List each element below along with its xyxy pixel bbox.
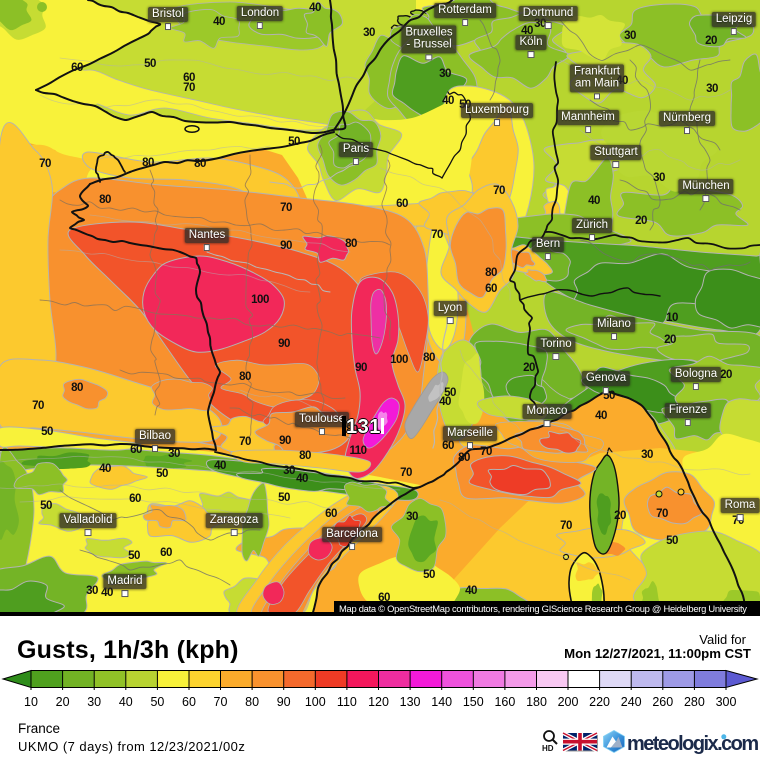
svg-text:20: 20 (56, 695, 70, 709)
svg-text:70: 70 (214, 695, 228, 709)
svg-text:180: 180 (526, 695, 547, 709)
svg-text:220: 220 (589, 695, 610, 709)
svg-text:200: 200 (558, 695, 579, 709)
svg-text:30: 30 (87, 695, 101, 709)
svg-text:40: 40 (119, 695, 133, 709)
svg-text:100: 100 (305, 695, 326, 709)
svg-text:60: 60 (182, 695, 196, 709)
svg-text:50: 50 (150, 695, 164, 709)
svg-text:300: 300 (716, 695, 737, 709)
svg-text:80: 80 (245, 695, 259, 709)
svg-text:120: 120 (368, 695, 389, 709)
svg-text:90: 90 (277, 695, 291, 709)
svg-text:meteologix.com: meteologix.com (627, 733, 758, 755)
svg-text:150: 150 (463, 695, 484, 709)
svg-text:10: 10 (24, 695, 38, 709)
svg-text:160: 160 (494, 695, 515, 709)
svg-text:HD: HD (542, 744, 554, 753)
svg-text:Map data © OpenStreetMap contr: Map data © OpenStreetMap contributors, r… (339, 603, 747, 614)
svg-text:140: 140 (431, 695, 452, 709)
svg-text:130: 130 (400, 695, 421, 709)
svg-text:240: 240 (621, 695, 642, 709)
svg-text:280: 280 (684, 695, 705, 709)
svg-text:260: 260 (652, 695, 673, 709)
svg-text:110: 110 (337, 695, 357, 709)
